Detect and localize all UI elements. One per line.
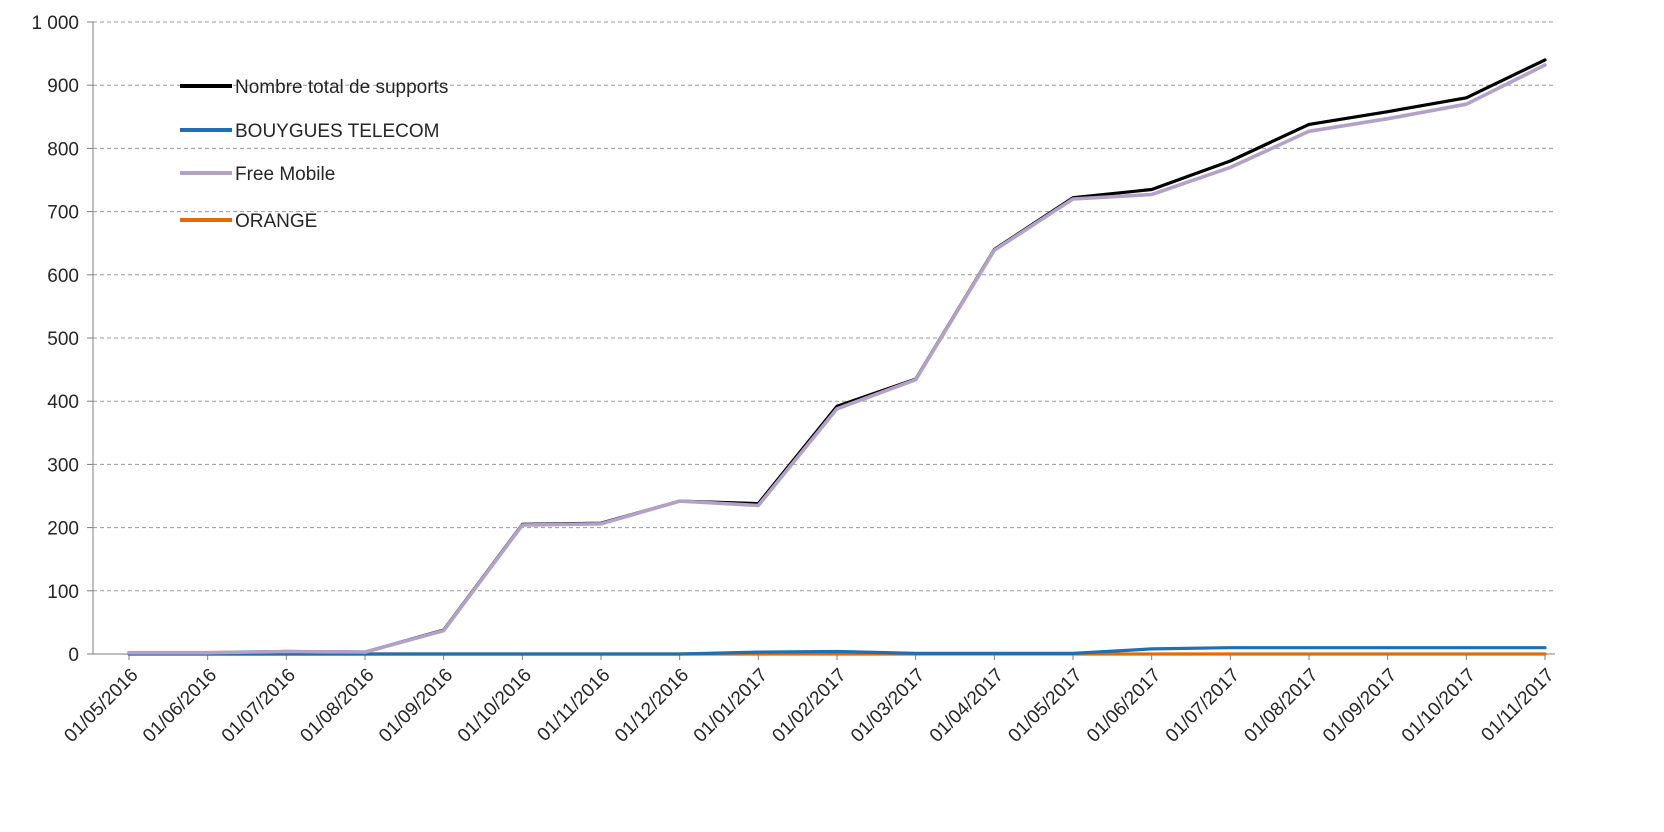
gridlines	[93, 21, 1555, 592]
legend: Nombre total de supports BOUYGUES TELECOM…	[180, 77, 448, 232]
x-tick-label: 01/07/2017	[1162, 665, 1244, 747]
legend-label: Nombre total de supports	[235, 77, 448, 98]
x-tick-label: 01/02/2017	[768, 665, 850, 747]
series-line-bouygues-telecom	[127, 646, 1547, 656]
y-tick-label: 1 000	[31, 13, 79, 34]
x-tick-label: 01/10/2016	[454, 665, 536, 747]
legend-label: Free Mobile	[235, 164, 335, 185]
y-tick-label: 300	[47, 455, 79, 476]
y-axis-tick-labels: 0 100 200 300 400 500 600 700 800 900 1 000	[31, 13, 79, 666]
x-tick-label: 01/05/2016	[60, 665, 142, 747]
x-tick-label: 01/04/2017	[926, 665, 1008, 747]
y-tick-label: 200	[47, 519, 79, 540]
y-tick-label: 800	[47, 139, 79, 160]
x-tick-label: 01/05/2017	[1004, 665, 1086, 747]
y-tick-label: 100	[47, 582, 79, 603]
axes	[87, 21, 1555, 660]
y-tick-label: 700	[47, 203, 79, 224]
y-tick-label: 900	[47, 76, 79, 97]
x-tick-label: 01/08/2017	[1240, 665, 1322, 747]
x-tick-label: 01/11/2016	[533, 665, 614, 746]
series-line-free-mobile	[127, 63, 1547, 655]
legend-label: BOUYGUES TELECOM	[235, 121, 439, 142]
x-tick-label: 01/07/2016	[218, 665, 300, 747]
y-tick-label: 0	[68, 645, 79, 666]
y-tick-label: 500	[47, 329, 79, 350]
x-tick-label: 01/12/2016	[611, 665, 693, 747]
x-tick-label: 01/11/2017	[1477, 665, 1558, 746]
legend-label: ORANGE	[235, 211, 317, 232]
x-tick-label: 01/03/2017	[847, 665, 929, 747]
x-tick-label: 01/09/2016	[375, 665, 457, 747]
x-tick-label: 01/10/2017	[1398, 665, 1480, 747]
x-tick-label: 01/06/2017	[1083, 665, 1165, 747]
x-tick-label: 01/08/2016	[296, 665, 378, 747]
x-tick-label: 01/06/2016	[139, 665, 221, 747]
y-tick-label: 400	[47, 392, 79, 413]
y-tick-label: 600	[47, 266, 79, 287]
series-lines	[127, 58, 1547, 656]
x-tick-label: 01/01/2017	[690, 665, 772, 747]
x-tick-label: 01/09/2017	[1319, 665, 1401, 747]
x-axis-tick-labels: 01/05/201601/06/201601/07/201601/08/2016…	[60, 665, 1558, 747]
